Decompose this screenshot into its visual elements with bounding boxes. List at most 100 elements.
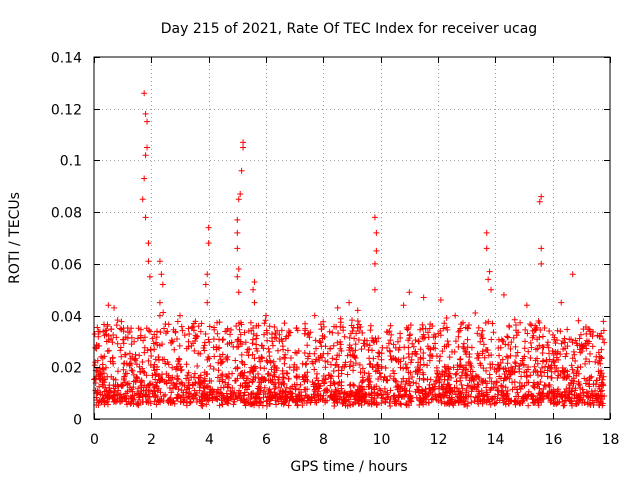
data-point: [120, 360, 127, 367]
data-point: [327, 372, 334, 379]
data-point: [238, 358, 245, 365]
data-point: [281, 320, 288, 327]
data-point: [484, 380, 491, 387]
data-point: [96, 365, 103, 372]
data-point: [513, 327, 520, 334]
data-point: [203, 392, 210, 399]
data-point: [374, 391, 381, 398]
data-point: [479, 348, 486, 355]
data-point: [498, 382, 505, 389]
data-point: [562, 353, 569, 360]
data-point: [527, 339, 534, 346]
data-point: [322, 364, 329, 371]
data-point: [178, 394, 185, 401]
data-point: [282, 335, 289, 342]
data-point: [494, 395, 501, 402]
data-point: [296, 373, 303, 380]
data-point: [335, 373, 342, 380]
data-point: [539, 390, 546, 397]
data-point: [527, 355, 534, 362]
data-point: [563, 385, 570, 392]
data-point: [335, 367, 342, 374]
data-point: [219, 376, 226, 383]
data-point: [224, 383, 231, 390]
data-point: [387, 373, 394, 380]
data-point: [509, 379, 516, 386]
data-point: [360, 390, 367, 397]
data-point: [575, 317, 582, 324]
data-point: [424, 362, 431, 369]
data-point: [528, 392, 535, 399]
data-point: [594, 392, 601, 399]
data-point: [287, 355, 294, 362]
data-point: [209, 387, 216, 394]
data-point: [375, 375, 382, 382]
data-point: [504, 334, 511, 341]
data-point: [572, 337, 579, 344]
data-point: [117, 344, 124, 351]
data-point: [365, 346, 372, 353]
data-point: [588, 388, 595, 395]
data-point: [225, 400, 232, 407]
data-point: [327, 375, 334, 382]
data-point: [571, 351, 578, 358]
data-point: [462, 370, 469, 377]
data-point: [583, 355, 590, 362]
data-point: [429, 322, 436, 329]
data-point: [429, 384, 436, 391]
data-point: [103, 331, 110, 338]
data-point: [195, 323, 202, 330]
data-point: [169, 364, 176, 371]
data-point: [489, 320, 496, 327]
data-point: [356, 328, 363, 335]
data-point: [378, 356, 385, 363]
data-point: [321, 379, 328, 386]
data-point: [476, 390, 483, 397]
y-tick-label: 0.12: [51, 103, 82, 119]
data-point: [189, 382, 196, 389]
data-point: [358, 346, 365, 353]
y-tick-label: 0: [73, 413, 82, 429]
data-point: [141, 90, 148, 97]
data-point: [214, 386, 221, 393]
data-point: [468, 399, 475, 406]
data-point: [224, 325, 231, 332]
data-point: [445, 373, 452, 380]
data-point: [334, 395, 341, 402]
data-point: [420, 294, 427, 301]
data-point: [403, 377, 410, 384]
data-point: [373, 247, 380, 254]
data-point: [237, 397, 244, 404]
data-point: [415, 338, 422, 345]
data-point: [536, 342, 543, 349]
data-point: [243, 386, 250, 393]
data-point: [403, 387, 410, 394]
data-point: [416, 402, 423, 409]
data-point: [239, 341, 246, 348]
data-point: [253, 332, 260, 339]
data-point: [582, 360, 589, 367]
data-point: [171, 346, 178, 353]
data-point: [198, 320, 205, 327]
data-point: [374, 361, 381, 368]
data-point: [436, 357, 443, 364]
data-point: [391, 392, 398, 399]
data-point: [409, 373, 416, 380]
data-point: [225, 397, 232, 404]
data-point: [441, 320, 448, 327]
data-point: [247, 400, 254, 407]
data-point: [134, 335, 141, 342]
data-point: [334, 339, 341, 346]
data-point: [349, 352, 356, 359]
data-point: [142, 387, 149, 394]
data-point: [173, 366, 180, 373]
data-point: [560, 338, 567, 345]
data-point: [479, 327, 486, 334]
data-point: [387, 396, 394, 403]
data-point: [497, 359, 504, 366]
data-point: [513, 353, 520, 360]
data-point: [421, 394, 428, 401]
data-point: [485, 352, 492, 359]
data-point: [388, 331, 395, 338]
data-point: [360, 394, 367, 401]
